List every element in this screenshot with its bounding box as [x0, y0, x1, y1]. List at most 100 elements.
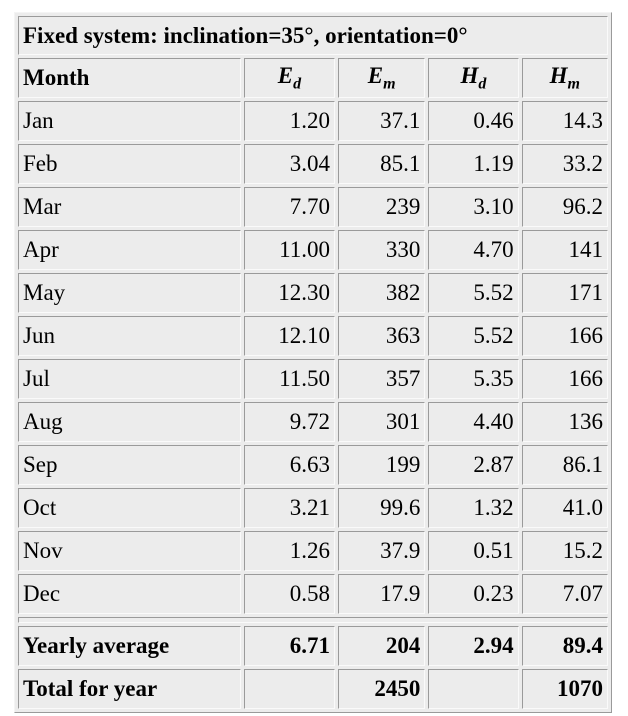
value-cell: 357 — [338, 359, 426, 399]
value-cell: 4.70 — [428, 230, 519, 270]
value-cell: 7.07 — [521, 574, 608, 614]
table-title: Fixed system: inclination=35°, orientati… — [18, 16, 608, 55]
value-cell: 0.58 — [243, 574, 336, 614]
header-cell: Ed — [243, 58, 336, 98]
value-cell: 12.10 — [243, 316, 336, 356]
value-cell: 37.9 — [338, 531, 426, 571]
row-label: Sep — [18, 445, 241, 485]
value-cell: 1.19 — [428, 144, 519, 184]
data-table: Fixed system: inclination=35°, orientati… — [14, 12, 612, 713]
value-cell: 171 — [521, 273, 608, 313]
summary-row: Total for year 2450 1070 — [18, 669, 608, 709]
value-cell: 0.46 — [428, 101, 519, 141]
data-row: Oct 3.21 99.6 1.32 41.0 — [18, 488, 608, 528]
value-cell: 199 — [338, 445, 426, 485]
value-cell: 89.4 — [521, 626, 608, 666]
data-row: Apr 11.00 330 4.70 141 — [18, 230, 608, 270]
value-cell: 3.21 — [243, 488, 336, 528]
value-cell: 2.94 — [428, 626, 519, 666]
value-cell — [428, 669, 519, 709]
header-row: Month Ed Em Hd Hm — [18, 58, 608, 98]
value-cell: 239 — [338, 187, 426, 227]
row-label: Apr — [18, 230, 241, 270]
value-cell: 6.63 — [243, 445, 336, 485]
data-row: Nov 1.26 37.9 0.51 15.2 — [18, 531, 608, 571]
value-cell: 85.1 — [338, 144, 426, 184]
value-cell: 96.2 — [521, 187, 608, 227]
value-cell: 5.52 — [428, 316, 519, 356]
value-cell: 14.3 — [521, 101, 608, 141]
value-cell: 2450 — [338, 669, 426, 709]
value-cell: 136 — [521, 402, 608, 442]
value-cell: 12.30 — [243, 273, 336, 313]
row-label: Dec — [18, 574, 241, 614]
value-cell: 330 — [338, 230, 426, 270]
header-symbol: E — [367, 62, 384, 88]
value-cell: 5.52 — [428, 273, 519, 313]
value-cell: 166 — [521, 316, 608, 356]
value-cell: 1.20 — [243, 101, 336, 141]
header-symbol: H — [549, 62, 568, 88]
value-cell: 9.72 — [243, 402, 336, 442]
header-subscript: d — [293, 75, 302, 93]
header-cell: Hm — [521, 58, 608, 98]
spacer-row — [18, 617, 608, 623]
header-subscript: d — [478, 75, 487, 93]
title-row: Fixed system: inclination=35°, orientati… — [18, 16, 608, 55]
value-cell: 17.9 — [338, 574, 426, 614]
value-cell: 5.35 — [428, 359, 519, 399]
value-cell: 0.51 — [428, 531, 519, 571]
header-cell: Month — [18, 58, 241, 98]
data-row: Jun 12.10 363 5.52 166 — [18, 316, 608, 356]
data-row: Jan 1.20 37.1 0.46 14.3 — [18, 101, 608, 141]
value-cell: 382 — [338, 273, 426, 313]
header-cell: Em — [338, 58, 426, 98]
row-label: Oct — [18, 488, 241, 528]
value-cell: 2.87 — [428, 445, 519, 485]
value-cell: 1.26 — [243, 531, 336, 571]
data-row: Jul 11.50 357 5.35 166 — [18, 359, 608, 399]
summary-row: Yearly average 6.71 204 2.94 89.4 — [18, 626, 608, 666]
value-cell: 1.32 — [428, 488, 519, 528]
value-cell: 7.70 — [243, 187, 336, 227]
data-row: Aug 9.72 301 4.40 136 — [18, 402, 608, 442]
row-label: Aug — [18, 402, 241, 442]
value-cell: 11.50 — [243, 359, 336, 399]
spacer-cell — [18, 617, 608, 623]
row-label: Mar — [18, 187, 241, 227]
data-row: Mar 7.70 239 3.10 96.2 — [18, 187, 608, 227]
value-cell: 86.1 — [521, 445, 608, 485]
value-cell: 37.1 — [338, 101, 426, 141]
value-cell: 166 — [521, 359, 608, 399]
value-cell — [243, 669, 336, 709]
value-cell: 11.00 — [243, 230, 336, 270]
value-cell: 204 — [338, 626, 426, 666]
row-label: Jun — [18, 316, 241, 356]
data-row: Sep 6.63 199 2.87 86.1 — [18, 445, 608, 485]
data-row: May 12.30 382 5.52 171 — [18, 273, 608, 313]
row-label: Feb — [18, 144, 241, 184]
row-label: Nov — [18, 531, 241, 571]
value-cell: 301 — [338, 402, 426, 442]
value-cell: 3.04 — [243, 144, 336, 184]
header-symbol: H — [460, 62, 479, 88]
value-cell: 33.2 — [521, 144, 608, 184]
value-cell: 41.0 — [521, 488, 608, 528]
value-cell: 4.40 — [428, 402, 519, 442]
header-subscript: m — [567, 75, 580, 93]
row-label: Jul — [18, 359, 241, 399]
value-cell: 3.10 — [428, 187, 519, 227]
value-cell: 1070 — [521, 669, 608, 709]
value-cell: 141 — [521, 230, 608, 270]
value-cell: 6.71 — [243, 626, 336, 666]
header-cell: Hd — [428, 58, 519, 98]
value-cell: 363 — [338, 316, 426, 356]
header-subscript: m — [383, 75, 396, 93]
data-row: Feb 3.04 85.1 1.19 33.2 — [18, 144, 608, 184]
row-label: Total for year — [18, 669, 241, 709]
row-label: Jan — [18, 101, 241, 141]
row-label: May — [18, 273, 241, 313]
row-label: Yearly average — [18, 626, 241, 666]
value-cell: 99.6 — [338, 488, 426, 528]
